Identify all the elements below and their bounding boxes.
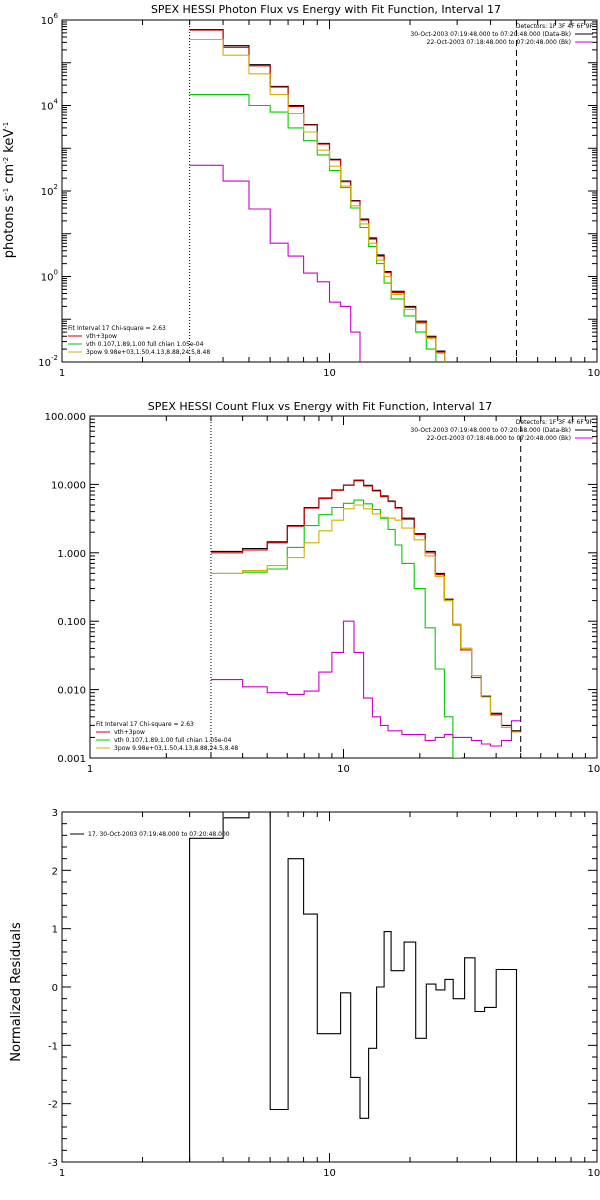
- count-series-0-line: [211, 479, 521, 732]
- photon-y-tick-label: 10-2: [38, 354, 58, 369]
- photon-legend-tr-label: 30-Oct-2003 07:19:48.000 to 07:20:48.000…: [410, 31, 571, 38]
- residuals-y-tick-label: 1: [52, 925, 58, 936]
- photon-x-tick-label: 1: [59, 368, 65, 379]
- photon-series-3-line: [189, 38, 446, 362]
- residuals-y-tick-label: 2: [52, 866, 58, 877]
- count-y-tick-label: 10.000: [51, 480, 86, 491]
- count-series-3-line: [211, 504, 521, 733]
- photon-legend-bl-label: Fit Interval 17 Chi-square = 2.63: [68, 325, 166, 332]
- count-legend-tr-label: 30-Oct-2003 07:19:48.000 to 07:20:48.000…: [410, 427, 571, 434]
- count-legend-bl-label: 3pow 9.98e+03,1.50,4.13,8.88,24.5,8.48: [114, 745, 238, 752]
- photon-y-tick-label: 104: [41, 98, 59, 113]
- residuals-x-tick-label: 1: [59, 1168, 65, 1179]
- photon-y-tick-label: 106: [41, 12, 59, 27]
- count-y-tick-label: 1.000: [57, 549, 86, 560]
- photon-flux-panel: SPEX HESSI Photon Flux vs Energy with Fi…: [2, 3, 600, 379]
- count-legend-tr-label: Detectors: 1F 3F 4F 6F 9F: [516, 419, 594, 426]
- count-x-tick-label: 10: [337, 764, 350, 775]
- count-legend-bl-label: vth 0.107,1.89,1.00 full chian 1.05e-04: [114, 737, 232, 744]
- residuals-y-tick-label: -1: [48, 1041, 58, 1052]
- residuals-x-tick-label: 10: [323, 1168, 336, 1179]
- residuals-y-axis-label: Normalized Residuals: [9, 922, 24, 1062]
- residuals-y-tick-label: -3: [48, 1158, 58, 1169]
- count-x-tick-label: 100: [587, 764, 600, 775]
- count-y-tick-label: 0.010: [57, 686, 86, 697]
- count-legend-tr-label: 22-Oct-2003 07:18:48.000 to 07:20:48.000…: [427, 435, 571, 442]
- residuals-y-tick-label: -2: [48, 1100, 58, 1111]
- count-y-tick-label: 100.000: [45, 412, 86, 423]
- residuals-panel: Normalized Residuals 1 10 100 -3 -2 -1 0 1 2 3 17.…: [9, 808, 600, 1179]
- photon-legend-bl-label: vth 0.107,1.89,1.00 full chian 1.05e-04: [86, 341, 204, 348]
- photon-legend-bl-label: 3pow 9.98e+03,1.50,4.13,8.88,24.5,8.48: [86, 349, 210, 356]
- count-flux-panel: SPEX HESSI Count Flux vs Energy with Fit…: [45, 400, 600, 775]
- count-y-tick-label: 0.100: [57, 617, 86, 628]
- count-chart-title: SPEX HESSI Count Flux vs Energy with Fit…: [148, 400, 492, 413]
- photon-x-tick-label: 100: [587, 368, 600, 379]
- photon-y-axis-label: photons s-1 cm-2 keV-1: [2, 122, 17, 258]
- residuals-legend-label: 17. 30-Oct-2003 07:19:48.000 to 07:20:48…: [88, 831, 230, 838]
- count-legend-bl-label: vth+3pow: [114, 729, 145, 736]
- count-x-tick-label: 1: [87, 764, 93, 775]
- count-legend-bl-label: Fit Interval 17 Chi-square = 2.63: [96, 721, 194, 728]
- photon-series-0-line: [189, 28, 446, 362]
- count-series-4-line: [211, 620, 521, 747]
- photon-series-4-line: [189, 164, 361, 362]
- photon-legend-bl-label: vth+3pow: [86, 333, 117, 340]
- photon-y-tick-label: 102: [41, 183, 58, 198]
- count-series-2-line: [211, 499, 462, 758]
- residuals-y-tick-label: 0: [52, 983, 58, 994]
- residuals-x-tick-label: 100: [587, 1168, 600, 1179]
- photon-legend-tr-label: 22-Oct-2003 07:18:48.000 to 07:20:48.000…: [427, 39, 571, 46]
- photon-y-tick-label: 100: [41, 269, 58, 284]
- residuals-series-0-line: [189, 812, 518, 1162]
- photon-chart-title: SPEX HESSI Photon Flux vs Energy with Fi…: [151, 3, 501, 16]
- photon-x-tick-label: 10: [323, 368, 336, 379]
- residuals-y-tick-label: 3: [52, 808, 58, 819]
- count-y-tick-label: 0.001: [57, 754, 86, 765]
- photon-legend-tr-label: Detectors: 1F 3F 4F 6F 9F: [516, 23, 594, 30]
- count-series-1-line: [211, 480, 521, 733]
- photon-series-1-line: [189, 29, 446, 362]
